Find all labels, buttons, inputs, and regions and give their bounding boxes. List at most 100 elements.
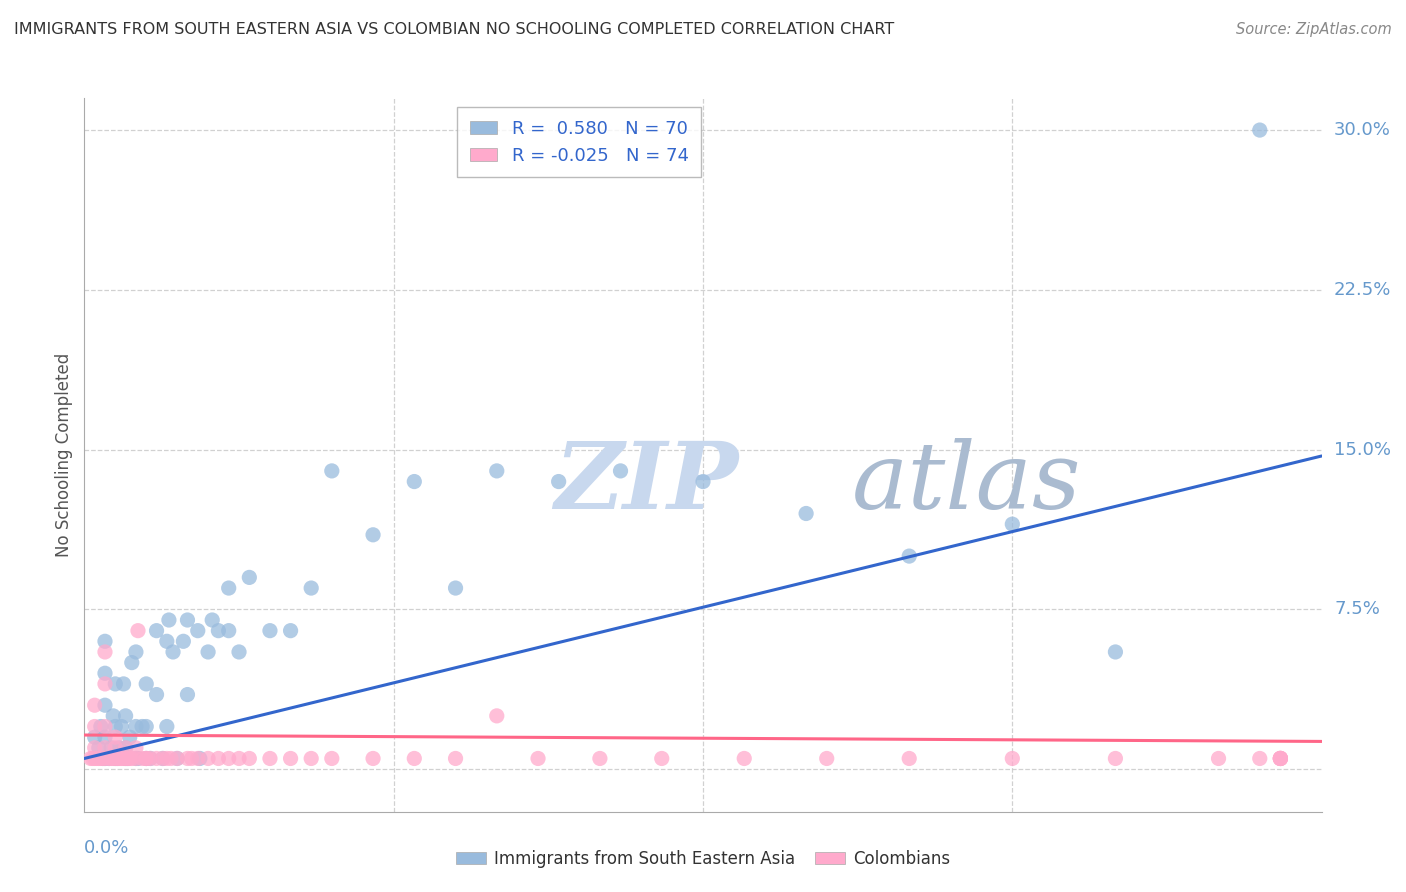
Point: [105, 751, 128, 765]
Point: [98, 751, 121, 765]
Point: [87, 740, 110, 755]
Point: [125, 719, 148, 733]
Point: [104, 740, 127, 755]
Point: [156, 634, 179, 648]
Point: [108, 740, 131, 755]
Point: [100, 740, 122, 755]
Point: [1270, 751, 1292, 765]
Point: [404, 751, 426, 765]
Point: [733, 751, 755, 765]
Point: [197, 645, 219, 659]
Point: [145, 751, 167, 765]
Point: [321, 751, 343, 765]
Point: [156, 751, 179, 765]
Text: Source: ZipAtlas.com: Source: ZipAtlas.com: [1236, 22, 1392, 37]
Point: [1270, 751, 1292, 765]
Point: [94, 645, 117, 659]
Point: [485, 464, 508, 478]
Point: [1249, 123, 1271, 137]
Point: [114, 751, 136, 765]
Point: [162, 645, 184, 659]
Point: [118, 730, 141, 744]
Point: [404, 475, 426, 489]
Point: [794, 507, 817, 521]
Point: [238, 751, 260, 765]
Point: [135, 751, 157, 765]
Point: [176, 688, 198, 702]
Text: 7.5%: 7.5%: [1334, 600, 1379, 618]
Point: [139, 751, 162, 765]
Point: [444, 751, 467, 765]
Point: [83, 698, 105, 713]
Point: [131, 751, 153, 765]
Point: [79, 751, 101, 765]
Point: [117, 751, 139, 765]
Point: [103, 751, 125, 765]
Point: [157, 613, 180, 627]
Point: [160, 751, 183, 765]
Point: [117, 751, 139, 765]
Point: [125, 751, 148, 765]
Point: [152, 751, 174, 765]
Point: [1001, 751, 1024, 765]
Point: [527, 751, 550, 765]
Point: [103, 709, 125, 723]
Point: [172, 634, 194, 648]
Point: [110, 751, 132, 765]
Point: [94, 634, 117, 648]
Point: [94, 677, 117, 691]
Point: [280, 751, 302, 765]
Point: [104, 730, 127, 744]
Point: [299, 581, 322, 595]
Point: [156, 719, 179, 733]
Point: [94, 719, 117, 733]
Point: [125, 751, 148, 765]
Legend: Immigrants from South Eastern Asia, Colombians: Immigrants from South Eastern Asia, Colo…: [449, 844, 957, 875]
Point: [127, 751, 149, 765]
Point: [1270, 751, 1292, 765]
Point: [166, 751, 188, 765]
Point: [114, 709, 136, 723]
Point: [98, 751, 121, 765]
Point: [91, 751, 114, 765]
Point: [94, 740, 117, 755]
Point: [1270, 751, 1292, 765]
Point: [135, 719, 157, 733]
Point: [82, 751, 104, 765]
Point: [1001, 517, 1024, 532]
Point: [259, 751, 281, 765]
Point: [152, 751, 174, 765]
Point: [180, 751, 202, 765]
Point: [104, 677, 127, 691]
Point: [187, 751, 209, 765]
Point: [110, 719, 132, 733]
Point: [692, 475, 714, 489]
Point: [83, 751, 105, 765]
Point: [87, 751, 110, 765]
Point: [1270, 751, 1292, 765]
Text: 0.0%: 0.0%: [84, 838, 129, 857]
Point: [1208, 751, 1230, 765]
Point: [94, 751, 117, 765]
Point: [1249, 751, 1271, 765]
Point: [100, 751, 122, 765]
Text: ZIP: ZIP: [554, 439, 738, 528]
Point: [207, 751, 229, 765]
Point: [176, 613, 198, 627]
Point: [218, 581, 240, 595]
Point: [485, 709, 508, 723]
Point: [131, 719, 153, 733]
Point: [104, 751, 127, 765]
Point: [94, 666, 117, 681]
Point: [121, 656, 143, 670]
Point: [207, 624, 229, 638]
Point: [1104, 751, 1126, 765]
Point: [361, 528, 384, 542]
Point: [166, 751, 188, 765]
Point: [90, 719, 112, 733]
Text: 22.5%: 22.5%: [1334, 281, 1392, 299]
Point: [114, 740, 136, 755]
Point: [135, 751, 157, 765]
Point: [145, 688, 167, 702]
Point: [125, 740, 148, 755]
